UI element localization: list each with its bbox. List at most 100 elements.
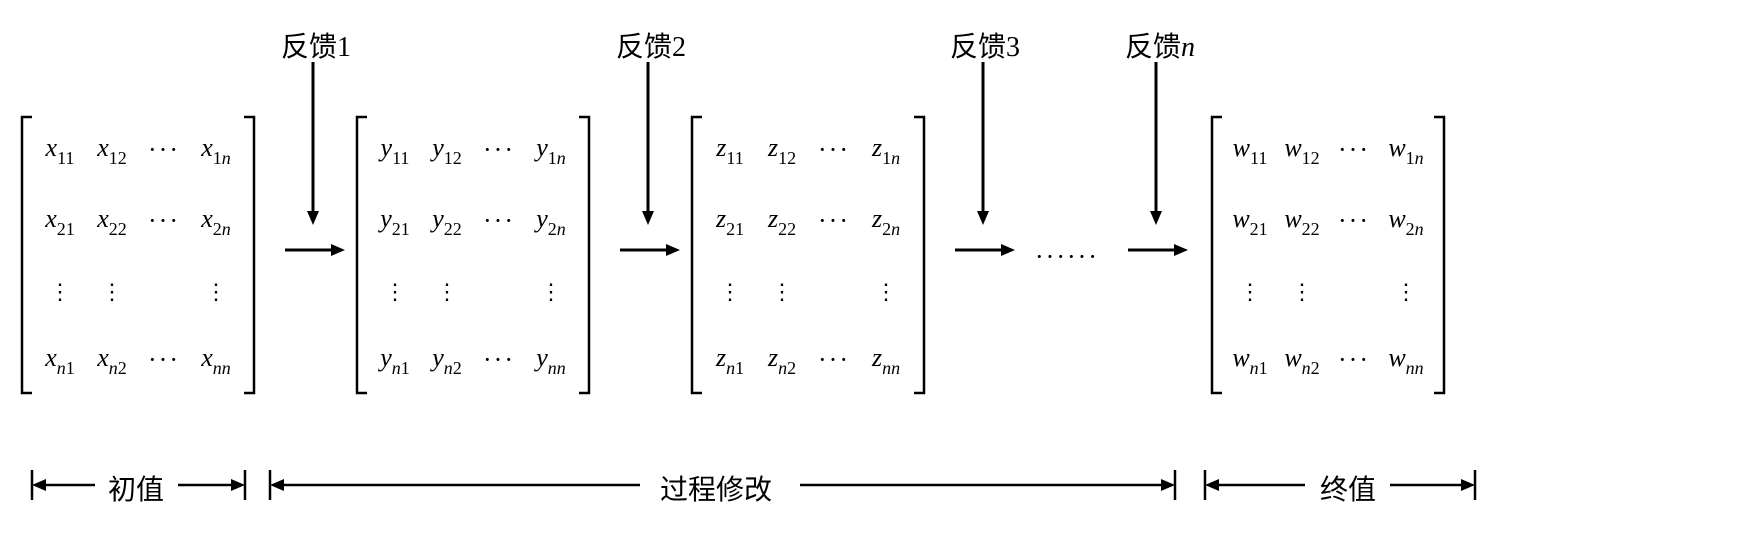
matrix-cell: ··· bbox=[812, 135, 856, 165]
matrix-cell bbox=[1332, 276, 1376, 306]
matrix-cell: ··· bbox=[142, 135, 186, 165]
matrix-cell: z11 bbox=[708, 133, 752, 167]
matrix-cell: ··· bbox=[477, 345, 521, 375]
matrix-cell: y21 bbox=[373, 204, 417, 238]
phase-arrow bbox=[800, 475, 1175, 495]
matrix-cell: ⋮ bbox=[1280, 276, 1324, 306]
matrix-cell: ⋮ bbox=[760, 276, 804, 306]
matrix-cell: w21 bbox=[1228, 204, 1272, 238]
matrix-w: w11w12 ··· w1n w21w22 ··· w2n ⋮ ⋮ ⋮ wn1wn2 ··· wnn bbox=[1210, 115, 1446, 395]
matrix-cell: ynn bbox=[529, 343, 573, 377]
bracket-right bbox=[579, 115, 591, 395]
matrix-cell: x21 bbox=[38, 204, 82, 238]
matrix-cell: xnn bbox=[194, 343, 238, 377]
continuation-dots: ······ bbox=[1035, 242, 1099, 272]
matrix-cell: ⋮ bbox=[529, 276, 573, 306]
flow-arrow-4 bbox=[1128, 240, 1188, 260]
bracket-right bbox=[914, 115, 926, 395]
matrix-cell: ⋮ bbox=[194, 276, 238, 306]
bracket-right bbox=[244, 115, 256, 395]
phase-arrow bbox=[178, 475, 245, 495]
matrix-cell bbox=[142, 276, 186, 306]
feedback-arrow-3 bbox=[973, 62, 993, 225]
matrix-cell: y1n bbox=[529, 133, 573, 167]
matrix-cell: ··· bbox=[477, 135, 521, 165]
matrix-cell: ··· bbox=[812, 345, 856, 375]
flow-arrow-2 bbox=[620, 240, 680, 260]
matrix-body: x11x12···x1nx21x22···x2n⋮⋮ ⋮xn1xn2···xnn bbox=[32, 115, 244, 395]
matrix-cell: znn bbox=[864, 343, 908, 377]
bracket-left bbox=[355, 115, 367, 395]
flow-arrow-3 bbox=[955, 240, 1015, 260]
matrix-cell: ⋮ bbox=[425, 276, 469, 306]
phase-arrow bbox=[1390, 475, 1475, 495]
matrix-cell: z12 bbox=[760, 133, 804, 167]
flow-arrow-1 bbox=[285, 240, 345, 260]
matrix-cell: w2n bbox=[1384, 204, 1428, 238]
phase-arrow bbox=[32, 475, 95, 495]
feedback-arrow-1 bbox=[303, 62, 323, 225]
matrix-cell bbox=[477, 276, 521, 306]
matrix-cell: ⋮ bbox=[38, 276, 82, 306]
matrix-cell: ⋮ bbox=[373, 276, 417, 306]
bracket-left bbox=[20, 115, 32, 395]
matrix-cell: x22 bbox=[90, 204, 134, 238]
matrix-cell: wn1 bbox=[1228, 343, 1272, 377]
phase-arrow bbox=[1205, 475, 1305, 495]
matrix-cell: x1n bbox=[194, 133, 238, 167]
matrix-cell: z2n bbox=[864, 204, 908, 238]
matrix-cell: zn2 bbox=[760, 343, 804, 377]
matrix-z: z11z12 ··· z1n z21z22 ··· z2n ⋮ ⋮ ⋮ zn1zn2 ··· znn bbox=[690, 115, 926, 395]
feedback-label-1: 反馈1 bbox=[281, 25, 351, 65]
matrix-cell: xn1 bbox=[38, 343, 82, 377]
matrix-cell: z22 bbox=[760, 204, 804, 238]
feedback-arrow-2 bbox=[638, 62, 658, 225]
matrix-cell: ··· bbox=[142, 206, 186, 236]
flow-diagram: 反馈1 反馈2 反馈3 反馈n x11x12 ··· x1n x21x22 ··· x2n ⋮ ⋮ ⋮… bbox=[20, 20, 1740, 530]
matrix-cell: z21 bbox=[708, 204, 752, 238]
matrix-cell: yn2 bbox=[425, 343, 469, 377]
phase-label-2: 终值 bbox=[1320, 468, 1376, 508]
matrix-x: x11x12···x1nx21x22···x2n⋮⋮ ⋮xn1xn2···xnn bbox=[20, 115, 256, 395]
matrix-cell: y22 bbox=[425, 204, 469, 238]
matrix-body: z11z12 ··· z1n z21z22 ··· z2n ⋮ ⋮ ⋮ zn1zn2 ··· znn bbox=[702, 115, 914, 395]
matrix-cell: ··· bbox=[142, 345, 186, 375]
bracket-right bbox=[1434, 115, 1446, 395]
matrix-cell: y2n bbox=[529, 204, 573, 238]
matrix-cell: ··· bbox=[1332, 135, 1376, 165]
matrix-cell: x11 bbox=[38, 133, 82, 167]
phase-label-0: 初值 bbox=[108, 468, 164, 508]
matrix-cell: ··· bbox=[812, 206, 856, 236]
phase-arrow bbox=[270, 475, 640, 495]
matrix-cell: ⋮ bbox=[90, 276, 134, 306]
matrix-body: w11w12 ··· w1n w21w22 ··· w2n ⋮ ⋮ ⋮ wn1wn2 ··· wnn bbox=[1222, 115, 1434, 395]
matrix-body: y11y12···y1ny21y22···y2n⋮⋮ ⋮yn1yn2···ynn bbox=[367, 115, 579, 395]
matrix-cell: x2n bbox=[194, 204, 238, 238]
matrix-cell: ··· bbox=[1332, 345, 1376, 375]
matrix-cell: w22 bbox=[1280, 204, 1324, 238]
feedback-arrow-4 bbox=[1146, 62, 1166, 225]
matrix-cell: wnn bbox=[1384, 343, 1428, 377]
bracket-left bbox=[1210, 115, 1222, 395]
matrix-cell: zn1 bbox=[708, 343, 752, 377]
matrix-cell: y11 bbox=[373, 133, 417, 167]
matrix-cell: wn2 bbox=[1280, 343, 1324, 377]
matrix-cell: w1n bbox=[1384, 133, 1428, 167]
bracket-left bbox=[690, 115, 702, 395]
matrix-cell: ⋮ bbox=[1228, 276, 1272, 306]
matrix-cell: w12 bbox=[1280, 133, 1324, 167]
feedback-label-3: 反馈3 bbox=[950, 25, 1020, 65]
matrix-cell: y12 bbox=[425, 133, 469, 167]
feedback-label-4: 反馈n bbox=[1125, 25, 1195, 65]
matrix-cell: ⋮ bbox=[864, 276, 908, 306]
matrix-cell: w11 bbox=[1228, 133, 1272, 167]
feedback-label-2: 反馈2 bbox=[616, 25, 686, 65]
matrix-y: y11y12···y1ny21y22···y2n⋮⋮ ⋮yn1yn2···ynn bbox=[355, 115, 591, 395]
matrix-cell: z1n bbox=[864, 133, 908, 167]
matrix-cell: ⋮ bbox=[1384, 276, 1428, 306]
matrix-cell bbox=[812, 276, 856, 306]
matrix-cell: yn1 bbox=[373, 343, 417, 377]
matrix-cell: x12 bbox=[90, 133, 134, 167]
matrix-cell: ··· bbox=[1332, 206, 1376, 236]
matrix-cell: ⋮ bbox=[708, 276, 752, 306]
